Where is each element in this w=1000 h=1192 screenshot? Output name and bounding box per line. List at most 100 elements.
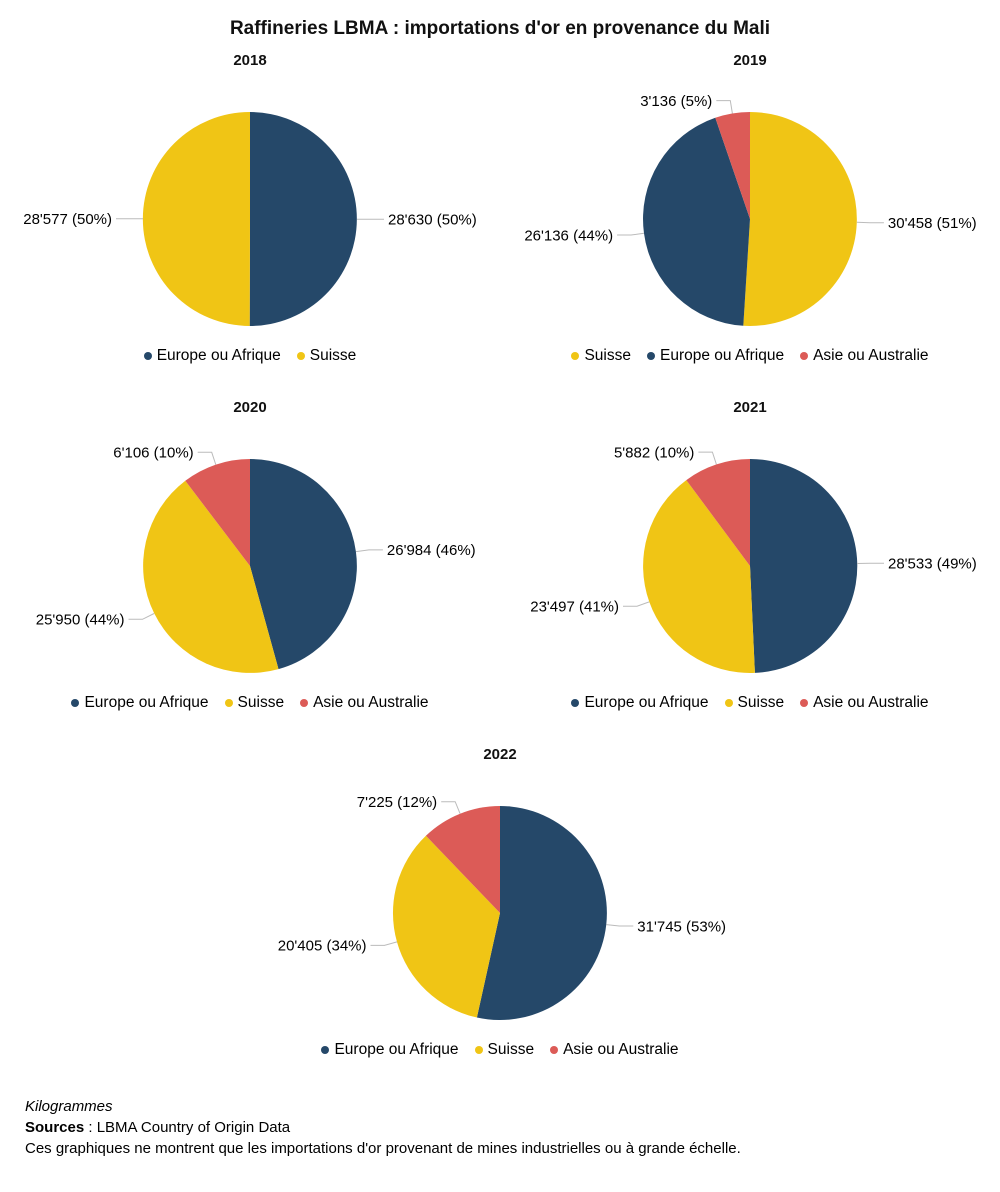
- pie-chart-2019: 2019 30'458 (51%) 26'136 (44%) 3'136 (5%) Su…: [500, 42, 1000, 365]
- slice-value-label: 25'950 (44%): [36, 612, 125, 629]
- legend-label: Europe ou Afrique: [156, 347, 281, 364]
- legend-dot-icon: [550, 1046, 559, 1054]
- legend-label: Asie ou Australie: [813, 347, 929, 364]
- legend-item-europe-ou-afrique[interactable]: Europe ou Afrique: [571, 694, 709, 712]
- pie-slice-suisse[interactable]: [143, 480, 279, 673]
- chart-year-title: 2022: [483, 746, 517, 763]
- slice-value-label: 3'136 (5%): [640, 93, 712, 110]
- legend-dot-icon: [800, 699, 809, 707]
- label-leader-line: [623, 601, 650, 607]
- chart-year-title: 2020: [233, 399, 267, 416]
- pie-slice-suisse[interactable]: [643, 480, 755, 674]
- legend-dot-icon: [300, 699, 309, 707]
- legend-item-europe-ou-afrique[interactable]: Europe ou Afrique: [143, 347, 281, 365]
- pie-slice-suisse[interactable]: [743, 112, 857, 326]
- legend-item-suisse[interactable]: Suisse: [474, 1041, 535, 1059]
- disclaimer: Ces graphiques ne montrent que les impor…: [25, 1140, 741, 1157]
- legend-dot-icon: [143, 352, 152, 360]
- pie-plot-area: 30'458 (51%) 26'136 (44%) 3'136 (5%): [524, 93, 977, 326]
- pie-slice-europe-ou-afrique[interactable]: [476, 806, 607, 1020]
- legend-item-asie-ou-australie[interactable]: Asie ou Australie: [800, 694, 929, 712]
- legend-label: Suisse: [737, 694, 785, 711]
- legend-item-suisse[interactable]: Suisse: [571, 347, 631, 365]
- sources-line: Sources : LBMA Country of Origin Data: [25, 1117, 741, 1138]
- slice-value-label: 5'882 (10%): [614, 444, 694, 461]
- pie-chart-2020: 2020 26'984 (46%) 25'950 (44%) 6'106 (10%) E…: [0, 389, 500, 712]
- legend-item-europe-ou-afrique[interactable]: Europe ou Afrique: [71, 694, 209, 712]
- slice-value-label: 7'225 (12%): [357, 794, 437, 811]
- chart-year-title: 2019: [733, 52, 767, 69]
- legend-dot-icon: [474, 1046, 483, 1054]
- legend-dot-icon: [296, 352, 305, 360]
- label-leader-line: [197, 451, 217, 465]
- legend-item-suisse[interactable]: Suisse: [724, 694, 785, 712]
- label-leader-line: [355, 549, 383, 553]
- label-leader-line: [606, 924, 634, 927]
- slice-value-label: 20'405 (34%): [278, 938, 367, 955]
- chart-legend: Europe ou Afrique Suisse Asie ou Australie: [571, 694, 929, 712]
- legend-item-europe-ou-afrique[interactable]: Europe ou Afrique: [321, 1041, 459, 1059]
- slice-value-label: 28'630 (50%): [388, 211, 477, 228]
- pie-slice-suisse[interactable]: [142, 111, 250, 326]
- legend-item-suisse[interactable]: Suisse: [224, 694, 285, 712]
- legend-dot-icon: [724, 699, 733, 707]
- chart-year-title: 2018: [233, 52, 267, 69]
- slice-value-label: 26'136 (44%): [524, 227, 613, 244]
- pie-slice-asie-ou-australie[interactable]: [686, 459, 750, 566]
- legend-item-asie-ou-australie[interactable]: Asie ou Australie: [800, 347, 929, 365]
- pie-slice-europe-ou-afrique[interactable]: [250, 459, 357, 670]
- legend-label: Europe ou Afrique: [84, 694, 209, 711]
- pie-chart-2021: 2021 28'533 (49%) 23'497 (41%) 5'882 (10%) E…: [500, 389, 1000, 712]
- slice-value-label: 23'497 (41%): [530, 598, 619, 615]
- label-leader-line: [716, 100, 733, 114]
- pie-slice-asie-ou-australie[interactable]: [715, 112, 750, 219]
- label-leader-line: [370, 941, 398, 946]
- legend-label: Europe ou Afrique: [334, 1041, 459, 1058]
- pie-slice-asie-ou-australie[interactable]: [185, 459, 250, 566]
- legend-label: Suisse: [309, 347, 357, 364]
- legend-label: Suisse: [487, 1041, 535, 1058]
- legend-dot-icon: [571, 699, 580, 707]
- pie-slice-europe-ou-afrique[interactable]: [750, 458, 858, 673]
- pie-chart-2018: 2018 28'630 (50%) 28'577 (50%) Europe ou Af…: [0, 42, 500, 365]
- pie-slice-europe-ou-afrique[interactable]: [249, 112, 357, 327]
- legend-dot-icon: [224, 699, 233, 707]
- legend-item-europe-ou-afrique[interactable]: Europe ou Afrique: [646, 347, 785, 365]
- pie-plot-area: 31'745 (53%) 20'405 (34%) 7'225 (12%): [278, 794, 726, 1020]
- slice-value-label: 6'106 (10%): [113, 445, 193, 462]
- pie-plot-area: 28'630 (50%) 28'577 (50%): [23, 111, 477, 327]
- page-title: Raffineries LBMA : importations d'or en …: [229, 18, 771, 39]
- pie-slice-europe-ou-afrique[interactable]: [643, 117, 750, 326]
- slice-value-label: 28'577 (50%): [23, 211, 112, 228]
- label-leader-line: [441, 801, 461, 814]
- legend-label: Europe ou Afrique: [659, 347, 785, 364]
- slice-value-label: 26'984 (46%): [387, 542, 476, 559]
- legend-item-suisse[interactable]: Suisse: [296, 347, 357, 365]
- pie-slice-asie-ou-australie[interactable]: [425, 806, 500, 913]
- chart-legend: Suisse Europe ou Afrique Asie ou Australie: [571, 347, 929, 365]
- label-leader-line: [698, 451, 717, 465]
- charts-grid: 2018 28'630 (50%) 28'577 (50%) Europe ou Af…: [0, 42, 1000, 1083]
- unit-note: Kilogrammes: [25, 1098, 113, 1115]
- slice-value-label: 28'533 (49%): [888, 555, 977, 572]
- legend-label: Suisse: [237, 694, 285, 711]
- legend-label: Asie ou Australie: [563, 1041, 679, 1058]
- legend-item-asie-ou-australie[interactable]: Asie ou Australie: [550, 1041, 679, 1059]
- legend-label: Asie ou Australie: [313, 694, 429, 711]
- legend-label: Europe ou Afrique: [584, 694, 709, 711]
- label-leader-line: [128, 613, 155, 620]
- legend-dot-icon: [800, 352, 809, 360]
- pie-plot-area: 28'533 (49%) 23'497 (41%) 5'882 (10%): [530, 444, 977, 674]
- legend-dot-icon: [571, 352, 580, 360]
- footer: Kilogrammes Sources : LBMA Country of Or…: [25, 1096, 741, 1159]
- sources-text: : LBMA Country of Origin Data: [84, 1119, 291, 1136]
- sources-label: Sources: [25, 1119, 85, 1136]
- pie-plot-area: 26'984 (46%) 25'950 (44%) 6'106 (10%): [36, 445, 476, 673]
- chart-legend: Europe ou Afrique Suisse Asie ou Australie: [71, 694, 429, 712]
- pie-slice-suisse[interactable]: [392, 835, 500, 1018]
- chart-legend: Europe ou Afrique Suisse: [143, 347, 357, 365]
- pie-chart-2022: 2022 31'745 (53%) 20'405 (34%) 7'225 (12%) E…: [250, 736, 750, 1059]
- legend-item-asie-ou-australie[interactable]: Asie ou Australie: [300, 694, 429, 712]
- slice-value-label: 31'745 (53%): [637, 918, 726, 935]
